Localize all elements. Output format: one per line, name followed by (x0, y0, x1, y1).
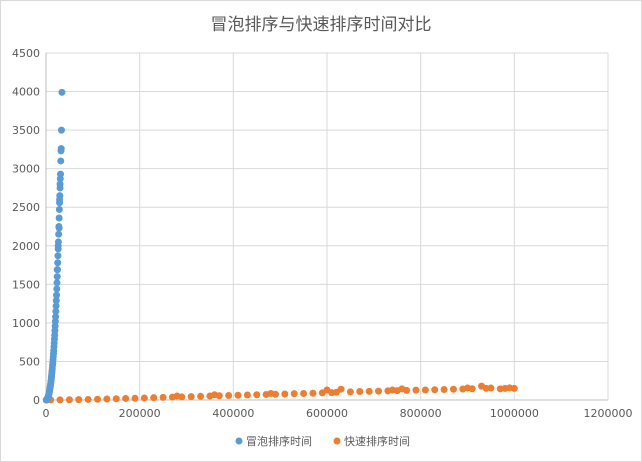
data-point (375, 387, 383, 395)
x-tick-label: 200000 (119, 407, 161, 420)
data-point (53, 266, 61, 274)
data-point (253, 391, 261, 399)
y-tick-label: 2000 (12, 240, 40, 253)
data-point (94, 395, 102, 403)
data-point (54, 259, 62, 267)
legend-marker (333, 437, 341, 445)
y-tick-label: 1500 (12, 278, 40, 291)
data-point (281, 390, 289, 398)
data-point (510, 384, 518, 392)
y-tick-label: 3500 (12, 124, 40, 137)
data-point (54, 242, 62, 250)
data-point (103, 395, 111, 403)
axis-layer: 0 500 1000 1500 2000 2500 3000 3500 4000 4500 0 200… (12, 47, 633, 420)
data-point (356, 388, 364, 396)
data-point (54, 252, 62, 260)
data-point (412, 386, 420, 394)
data-point (187, 393, 195, 401)
data-point (309, 389, 317, 397)
data-point (421, 386, 429, 394)
legend-label: 快速排序时间 (344, 434, 410, 448)
grid-layer (45, 52, 609, 401)
x-tick-label: 400000 (212, 407, 254, 420)
data-point (53, 273, 61, 281)
x-tick-label: 600000 (306, 407, 348, 420)
data-point (56, 396, 64, 404)
series-points (42, 382, 518, 404)
data-point (65, 396, 73, 404)
x-tick-label: 800000 (400, 407, 442, 420)
data-point (112, 395, 120, 403)
x-tick-label: 1000000 (490, 407, 539, 420)
data-point (197, 392, 205, 400)
data-point (243, 391, 251, 399)
data-point (403, 386, 411, 394)
data-point (468, 385, 476, 393)
data-point (53, 285, 61, 293)
y-tick-label: 4500 (12, 47, 40, 60)
data-point (290, 390, 298, 398)
data-point (365, 387, 373, 395)
data-point (487, 384, 495, 392)
y-tick-label: 0 (33, 394, 40, 407)
data-point (150, 394, 158, 402)
data-point (57, 126, 65, 134)
data-point (55, 230, 63, 238)
data-point (58, 88, 66, 96)
data-point (53, 291, 61, 299)
x-tick-label: 1200000 (584, 407, 633, 420)
y-tick-label: 2500 (12, 201, 40, 214)
data-point (337, 385, 345, 393)
y-tick-label: 500 (19, 355, 40, 368)
data-point (140, 394, 148, 402)
data-point (75, 396, 83, 404)
series-layer (42, 88, 518, 404)
data-point (440, 386, 448, 394)
data-point (52, 307, 60, 315)
data-point (271, 390, 279, 398)
data-point (55, 206, 63, 214)
data-point (53, 279, 61, 287)
data-point (52, 302, 60, 310)
data-point (57, 170, 65, 178)
data-point (215, 392, 223, 400)
data-point (52, 297, 60, 305)
data-point (234, 391, 242, 399)
data-point (56, 180, 64, 188)
data-point (52, 313, 60, 321)
y-tick-label: 3000 (12, 163, 40, 176)
legend-label: 冒泡排序时间 (246, 434, 312, 448)
data-point (431, 386, 439, 394)
data-point (225, 392, 233, 400)
data-point (449, 385, 457, 393)
data-point (56, 196, 64, 204)
data-point (159, 393, 167, 401)
data-point (122, 394, 130, 402)
x-tick-label: 0 (43, 407, 50, 420)
data-point (346, 388, 354, 396)
data-point (300, 389, 308, 397)
legend-marker (235, 437, 243, 445)
data-point (55, 214, 63, 222)
y-tick-label: 1000 (12, 317, 40, 330)
data-point (131, 394, 139, 402)
data-point (178, 393, 186, 401)
data-point (57, 157, 65, 165)
data-point (84, 395, 92, 403)
data-point (57, 145, 65, 153)
chart-title: 冒泡排序与快速排序时间对比 (211, 15, 432, 35)
data-point (55, 224, 63, 232)
y-tick-label: 4000 (12, 86, 40, 99)
legend: 冒泡排序时间 快速排序时间 (235, 434, 410, 448)
series-points (42, 88, 66, 404)
